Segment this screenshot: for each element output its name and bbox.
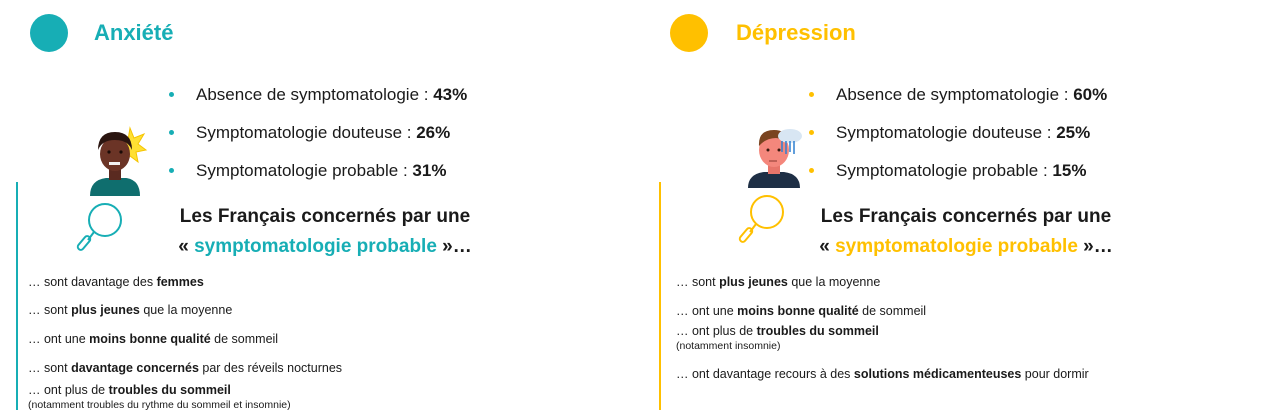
stat-value: 60%: [1073, 85, 1108, 104]
bullet-icon: [809, 92, 814, 97]
finding-suffix: par des réveils nocturnes: [198, 361, 343, 375]
stat-item: Symptomatologie douteuse : 26%: [166, 122, 467, 160]
stat-label: Symptomatologie probable :: [196, 161, 413, 180]
finding-item: … ont davantage recours à des solutions …: [676, 366, 1089, 382]
finding-prefix: … ont plus de: [676, 324, 757, 338]
bullet-icon: [809, 168, 814, 173]
finding-bold: troubles du sommeil: [756, 324, 879, 338]
bullet-icon: [169, 168, 174, 173]
stat-label: Symptomatologie douteuse :: [836, 123, 1057, 142]
finding-item: … ont plus de troubles du sommeil (notamm…: [676, 323, 879, 353]
anxiety-stats-list: Absence de symptomatologie : 43% Symptom…: [166, 84, 467, 198]
finding-prefix: … ont une: [676, 304, 738, 318]
depression-divider: [659, 182, 661, 410]
stat-item: Symptomatologie probable : 31%: [166, 160, 467, 198]
stat-item: Absence de symptomatologie : 43%: [166, 84, 467, 122]
finding-item: … sont plus jeunes que la moyenne: [676, 274, 880, 290]
finding-prefix: … sont: [28, 361, 72, 375]
depression-title: Dépression: [736, 20, 856, 45]
finding-suffix: de sommeil: [858, 304, 927, 318]
concern-highlight: symptomatologie probable: [835, 236, 1078, 257]
bullet-icon: [169, 130, 174, 135]
finding-item: … ont une moins bonne qualité de sommeil: [28, 331, 278, 347]
concern-line1: Les Français concernés par une: [179, 206, 471, 227]
stat-item: Symptomatologie douteuse : 25%: [806, 122, 1107, 160]
depression-panel: Dépression Absence de symptomatologie : …: [640, 0, 1280, 420]
finding-prefix: … sont: [28, 303, 72, 317]
finding-suffix: que la moyenne: [139, 303, 233, 317]
concern-highlight: symptomatologie probable: [194, 236, 437, 257]
bullet-icon: [809, 130, 814, 135]
finding-bold: troubles du sommeil: [108, 383, 231, 397]
finding-bold: plus jeunes: [71, 303, 140, 317]
anxiety-divider: [16, 182, 18, 410]
stat-label: Symptomatologie probable :: [836, 161, 1053, 180]
finding-note: (notamment troubles du rythme du sommeil…: [28, 399, 291, 411]
finding-bold: davantage concernés: [71, 361, 199, 375]
finding-bold: moins bonne qualité: [89, 332, 211, 346]
anxious-person-icon: [90, 126, 148, 196]
anxiety-title: Anxiété: [94, 20, 174, 45]
finding-item: … sont plus jeunes que la moyenne: [28, 302, 232, 318]
stat-item: Absence de symptomatologie : 60%: [806, 84, 1107, 122]
finding-bold: plus jeunes: [719, 275, 788, 289]
finding-bold: femmes: [156, 275, 204, 289]
stat-value: 43%: [433, 85, 468, 104]
finding-item: … ont plus de troubles du sommeil (notamm…: [28, 382, 291, 412]
finding-prefix: … sont davantage des: [28, 275, 157, 289]
anxiety-findings: … sont davantage des femmes … sont plus …: [28, 274, 628, 420]
depression-findings: … sont plus jeunes que la moyenne … ont …: [676, 274, 1276, 420]
depression-stats-list: Absence de symptomatologie : 60% Symptom…: [806, 84, 1107, 198]
concern-line1: Les Français concernés par une: [820, 206, 1112, 227]
finding-bold: solutions médicamenteuses: [853, 367, 1022, 381]
bullet-icon: [169, 92, 174, 97]
stat-value: 25%: [1056, 123, 1091, 142]
finding-prefix: … ont une: [28, 332, 90, 346]
quote-open: «: [819, 236, 836, 257]
anxiety-circle-icon: [30, 14, 68, 52]
finding-prefix: … ont plus de: [28, 383, 109, 397]
quote-open: «: [178, 236, 195, 257]
anxiety-concern-heading: Les Français concernés par une « symptom…: [140, 202, 510, 262]
finding-item: … ont une moins bonne qualité de sommeil: [676, 303, 926, 319]
finding-bold: moins bonne qualité: [737, 304, 859, 318]
finding-suffix: pour dormir: [1021, 367, 1089, 381]
finding-item: … sont davantage des femmes: [28, 274, 204, 290]
depression-concern-heading: Les Français concernés par une « symptom…: [780, 202, 1152, 262]
magnifier-icon: [738, 195, 784, 243]
stat-value: 15%: [1052, 161, 1087, 180]
stat-item: Symptomatologie probable : 15%: [806, 160, 1107, 198]
stat-label: Symptomatologie douteuse :: [196, 123, 417, 142]
finding-prefix: … ont davantage recours à des: [676, 367, 854, 381]
finding-note: (notamment insomnie): [676, 340, 781, 352]
finding-prefix: … sont: [676, 275, 720, 289]
stat-label: Absence de symptomatologie :: [196, 85, 434, 104]
magnifier-icon: [76, 203, 122, 251]
depressed-person-icon: [748, 129, 802, 188]
finding-item: … sont davantage concernés par des révei…: [28, 360, 342, 376]
anxiety-panel: Anxiété Absence de symptomatologie : 43%…: [16, 14, 628, 420]
finding-suffix: de sommeil: [210, 332, 279, 346]
stat-value: 31%: [412, 161, 447, 180]
finding-suffix: que la moyenne: [787, 275, 881, 289]
concern-line2: « symptomatologie probable »…: [140, 232, 510, 262]
quote-close: »…: [436, 236, 472, 257]
concern-line2: « symptomatologie probable »…: [780, 232, 1152, 262]
stat-value: 26%: [416, 123, 451, 142]
depression-circle-icon: [670, 14, 708, 52]
quote-close: »…: [1077, 236, 1113, 257]
stat-label: Absence de symptomatologie :: [836, 85, 1074, 104]
